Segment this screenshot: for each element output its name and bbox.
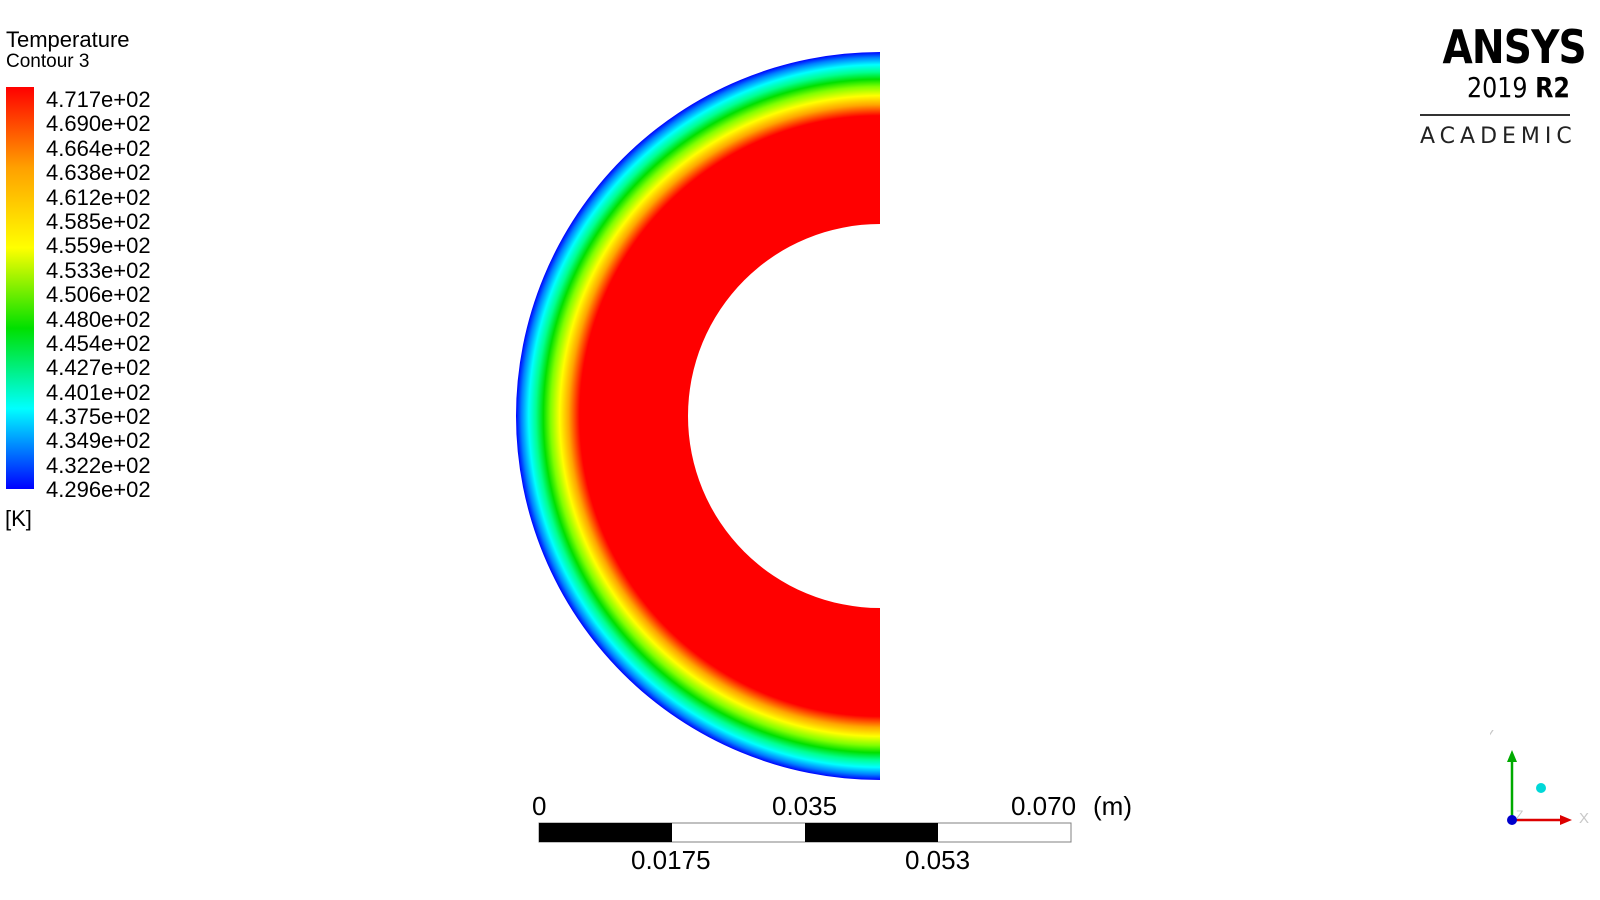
temperature-contour: [516, 52, 880, 780]
axis-triad[interactable]: Y X Z: [1490, 725, 1600, 825]
legend-label: 4.664e+02: [46, 135, 151, 161]
legend-label: 4.585e+02: [46, 208, 151, 234]
pipe-cross-section: [516, 52, 880, 780]
scale-bar: [538, 822, 1072, 843]
legend-title: Temperature: [6, 27, 130, 52]
legend-label: 4.638e+02: [46, 160, 151, 186]
legend-label: 4.375e+02: [46, 404, 151, 430]
scale-label-0.0175: 0.0175: [631, 845, 711, 875]
triad-y-label: Y: [1490, 727, 1494, 744]
logo-version: 2019 R2: [1466, 71, 1570, 104]
scale-label-0.035: 0.035: [772, 791, 838, 821]
triad-x-arrow: [1560, 815, 1572, 825]
logo-edition: ACADEMIC: [1420, 124, 1577, 149]
legend-label: 4.533e+02: [46, 257, 151, 283]
legend-label: 4.506e+02: [46, 282, 151, 308]
legend-label: 4.454e+02: [46, 330, 151, 356]
legend-labels: 4.717e+02 4.690e+02 4.664e+02 4.638e+02 4.61…: [46, 87, 151, 503]
triad-view-sphere: [1536, 783, 1546, 793]
legend-label: 4.612e+02: [46, 184, 151, 210]
legend-label: 4.427e+02: [46, 355, 151, 381]
triad-y-arrow: [1507, 750, 1517, 762]
scale-label-0: 0: [532, 791, 547, 821]
legend-label: 4.349e+02: [46, 428, 151, 454]
scale-label-0.070: 0.070: [1011, 791, 1077, 821]
logo-divider: [1420, 114, 1570, 116]
logo-brand: ANSYS: [1442, 20, 1587, 74]
scale-bar-segment: [805, 823, 938, 842]
triad-z-label: Z: [1516, 808, 1523, 822]
legend-label: 4.401e+02: [46, 379, 151, 405]
legend-label: 4.296e+02: [46, 477, 151, 503]
legend-colorbar: [6, 87, 34, 489]
triad-x-label: X: [1579, 810, 1589, 825]
legend-subtitle: Contour 3: [6, 51, 90, 72]
legend-label: 4.559e+02: [46, 233, 151, 259]
scale-bar-segment: [539, 823, 672, 842]
ansys-logo: ANSYS 2019 R2 ACADEMIC: [1420, 20, 1587, 150]
scale-unit: (m): [1093, 791, 1132, 821]
legend-label: 4.717e+02: [46, 87, 151, 112]
legend-unit: [K]: [5, 506, 32, 531]
triad-z-axis: [1507, 815, 1517, 825]
legend-label: 4.480e+02: [46, 306, 151, 332]
legend-label: 4.690e+02: [46, 111, 151, 137]
legend-label: 4.322e+02: [46, 452, 151, 478]
scale-label-0.053: 0.053: [905, 845, 971, 875]
